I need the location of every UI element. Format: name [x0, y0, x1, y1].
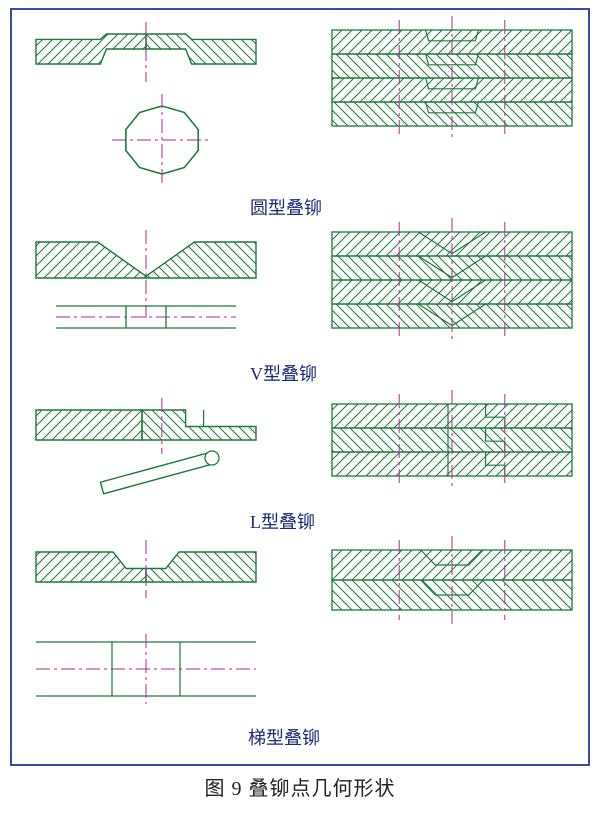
- section-label: L型叠铆: [250, 508, 315, 534]
- figure-caption: 图 9 叠铆点几何形状: [0, 766, 600, 801]
- diagram-svg: [12, 10, 588, 764]
- section-label: 圆型叠铆: [250, 194, 322, 220]
- section-label: V型叠铆: [250, 360, 317, 386]
- section-label: 梯型叠铆: [248, 724, 320, 750]
- figure-frame: 圆型叠铆 V型叠铆 L型叠铆梯型叠铆: [10, 8, 590, 766]
